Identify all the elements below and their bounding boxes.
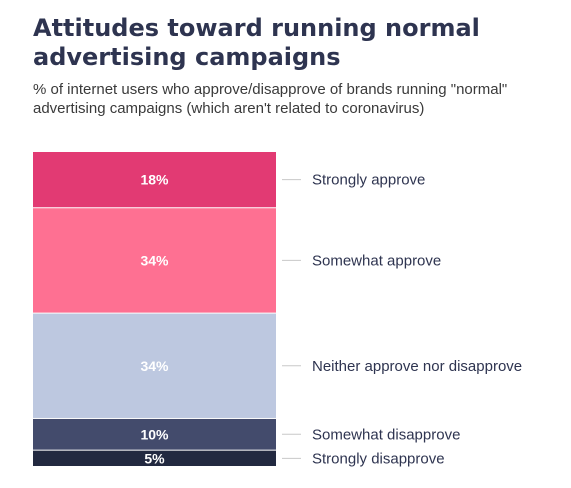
chart-title: Attitudes toward running normal advertis… (33, 14, 480, 71)
bar-segment-somewhat-approve (33, 208, 276, 313)
bar-segment-strongly-approve (33, 152, 276, 208)
category-label-strongly-disapprove: Strongly disapprove (312, 450, 445, 467)
value-label-somewhat-disapprove: 10% (140, 426, 169, 442)
category-label-somewhat-disapprove: Somewhat disapprove (312, 426, 460, 443)
value-label-neither-approve-nor-disapprove: 34% (140, 358, 169, 374)
value-label-strongly-disapprove: 5% (144, 450, 165, 466)
bar-segment-strongly-disapprove (33, 450, 276, 466)
value-label-strongly-approve: 18% (140, 172, 169, 188)
bar-segment-neither-approve-nor-disapprove (33, 313, 276, 418)
category-label-somewhat-approve: Somewhat approve (312, 252, 441, 269)
bar-segment-somewhat-disapprove (33, 418, 276, 450)
category-label-neither-approve-nor-disapprove: Neither approve nor disapprove (312, 358, 522, 375)
chart-subtitle: % of internet users who approve/disappro… (33, 81, 508, 117)
category-label-strongly-approve: Strongly approve (312, 172, 425, 189)
value-label-somewhat-approve: 34% (140, 252, 169, 268)
